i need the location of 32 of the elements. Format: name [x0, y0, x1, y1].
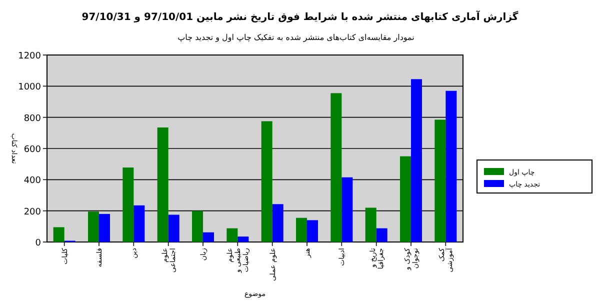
chart-title: گزارش آماری کتابهای منتشر شده با شرایط فوق تاریخ نشر مابین 97/10/01 و 97/10/31 [82, 10, 518, 23]
bar [226, 228, 238, 242]
bar [400, 156, 411, 242]
bar [296, 218, 307, 242]
bar [88, 212, 99, 242]
bar [330, 93, 342, 242]
bar [365, 208, 376, 242]
bar [168, 214, 180, 242]
y-tick-label: 200 [24, 207, 42, 218]
bar [446, 90, 457, 242]
y-tick-label: 800 [24, 114, 42, 124]
bar [203, 232, 214, 242]
y-tick-label: 1000 [18, 82, 42, 93]
y-tick-label: 1200 [18, 52, 42, 62]
bar [307, 220, 318, 242]
chart-subtitle: نمودار مقایسه‌ای کتاب‌های منتشر شده به تفکیک چاپ اول و تجدید چاپ [178, 33, 414, 42]
y-tick-label: 0 [35, 238, 42, 248]
bar [411, 79, 422, 242]
bar [238, 236, 249, 242]
bar [342, 177, 353, 242]
y-tick-label: 600 [24, 145, 42, 155]
bar [134, 205, 145, 242]
bar [272, 204, 284, 242]
bar [434, 120, 446, 242]
bar [376, 228, 388, 242]
y-tick-label: 400 [24, 176, 42, 186]
bar [157, 127, 168, 242]
bar [99, 214, 110, 242]
bar [261, 121, 272, 242]
bar [192, 210, 203, 242]
bar [122, 168, 134, 242]
bar [53, 227, 64, 242]
